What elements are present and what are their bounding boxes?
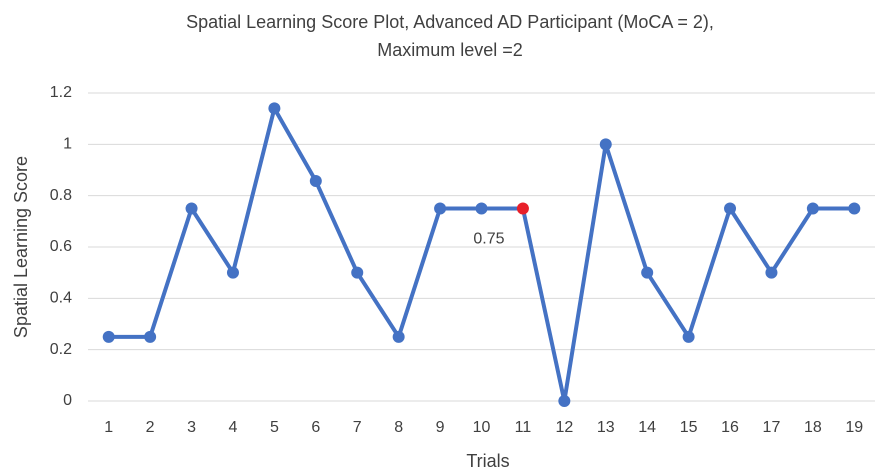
x-tick-label: 8 (394, 419, 403, 436)
point (599, 138, 612, 151)
x-tick-label: 18 (804, 419, 822, 436)
point (848, 202, 861, 215)
point (682, 330, 695, 343)
x-tick-label: 11 (515, 419, 532, 436)
x-tick-label: 9 (436, 419, 445, 436)
point (641, 266, 654, 279)
x-tick-label: 14 (638, 419, 656, 436)
point (475, 202, 488, 215)
point (309, 175, 322, 188)
y-tick-label: 0.4 (50, 290, 72, 307)
y-tick-label: 1.2 (50, 84, 72, 101)
x-tick-label: 13 (597, 419, 615, 436)
y-tick-label: 0 (63, 392, 72, 409)
chart-title: Spatial Learning Score Plot, Advanced AD… (186, 12, 714, 32)
y-axis-label: Spatial Learning Score (11, 156, 31, 338)
point (226, 266, 239, 279)
y-tick-label: 1 (63, 136, 72, 153)
x-tick-label: 19 (845, 419, 863, 436)
x-tick-label: 7 (353, 419, 362, 436)
x-tick-label: 2 (146, 419, 155, 436)
x-tick-label: 12 (555, 419, 573, 436)
point (102, 330, 115, 343)
point (351, 266, 364, 279)
point (268, 102, 281, 115)
x-tick-label: 15 (680, 419, 698, 436)
point (185, 202, 198, 215)
y-tick-label: 0.6 (50, 238, 72, 255)
x-tick-label: 1 (104, 419, 113, 436)
point (144, 330, 157, 343)
point (765, 266, 778, 279)
point (806, 202, 819, 215)
x-tick-label: 3 (187, 419, 196, 436)
point (724, 202, 737, 215)
x-tick-label: 10 (473, 419, 491, 436)
x-tick-label: 6 (311, 419, 320, 436)
point (434, 202, 447, 215)
x-tick-label: 16 (721, 419, 739, 436)
point (516, 202, 529, 215)
point (392, 330, 405, 343)
data-label: 0.75 (473, 231, 504, 248)
x-tick-label: 4 (229, 419, 238, 436)
point (558, 395, 571, 407)
chart-title: Maximum level =2 (377, 40, 523, 60)
x-tick-label: 5 (270, 419, 279, 436)
y-tick-label: 0.8 (50, 187, 72, 204)
line (108, 106, 855, 403)
x-axis-label: Trials (466, 451, 509, 471)
y-tick-label: 0.2 (50, 341, 72, 358)
x-tick-label: 17 (763, 419, 781, 436)
